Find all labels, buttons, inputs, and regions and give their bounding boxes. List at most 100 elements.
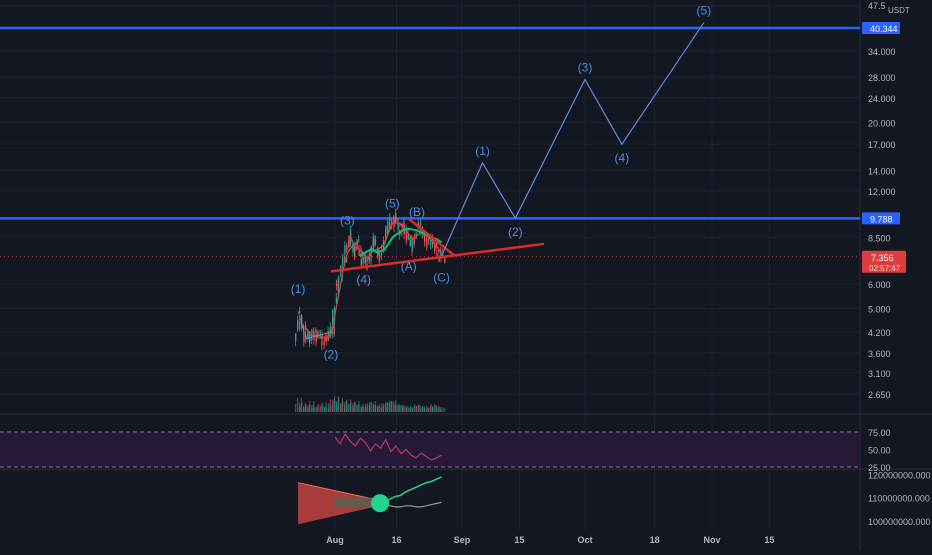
support-trendline[interactable] xyxy=(330,242,545,273)
price-tick-label: 24.000 xyxy=(868,94,896,104)
cumulative-tick-label: 110000000.000 xyxy=(868,494,930,504)
candle-body xyxy=(389,222,391,229)
candle-body xyxy=(331,331,334,334)
candle-body xyxy=(426,242,428,248)
candle-body xyxy=(405,234,408,242)
candle-body xyxy=(342,257,344,265)
volume-bar xyxy=(307,405,309,412)
wave-label: (1) xyxy=(475,144,490,158)
candle-body xyxy=(362,256,364,264)
candle-body xyxy=(378,254,381,257)
wave-label: (3) xyxy=(578,61,593,75)
volume-bar xyxy=(356,405,358,412)
volume-bar xyxy=(372,405,375,412)
price-tick-label: 5.000 xyxy=(868,305,891,315)
candle-body xyxy=(368,253,371,255)
volume-bar xyxy=(362,406,364,412)
candle-body xyxy=(389,217,391,221)
volume-bar xyxy=(444,408,446,412)
projection-path[interactable] xyxy=(441,22,705,257)
candle-body xyxy=(428,239,430,241)
candle-body xyxy=(346,245,348,251)
volume-bar xyxy=(399,405,401,412)
wave-label: (5) xyxy=(697,4,712,18)
volume-bar xyxy=(329,399,332,412)
wave-label: (5) xyxy=(385,196,400,210)
cumulative-tick-label: 100000000.000 xyxy=(868,517,931,527)
candle-body xyxy=(307,333,309,339)
wave-label: (2) xyxy=(324,347,339,361)
candle-body xyxy=(383,240,385,249)
candle-body xyxy=(424,231,426,243)
candle-body xyxy=(303,326,305,331)
time-tick-label: Nov xyxy=(704,535,721,545)
wave-label: (4) xyxy=(356,272,371,286)
candle-body xyxy=(344,245,346,255)
volume-bar xyxy=(442,407,444,412)
time-tick-label: 15 xyxy=(764,535,774,545)
volume-bar xyxy=(368,402,371,412)
level-badge[interactable] xyxy=(862,22,900,35)
rsi-band xyxy=(0,432,860,467)
volume-bar xyxy=(327,403,330,412)
volume-bar xyxy=(354,401,356,412)
cumulative-green-line xyxy=(379,476,442,505)
volume-bar xyxy=(299,406,301,412)
volume-bar xyxy=(401,405,403,412)
volume-bar xyxy=(393,404,395,412)
wave-label: (B) xyxy=(409,205,425,219)
volume-bar xyxy=(350,402,352,412)
current-price-badge[interactable] xyxy=(862,250,906,273)
wave-label: (3) xyxy=(340,214,355,228)
volume-bar xyxy=(336,401,338,412)
volume-bar xyxy=(378,406,381,412)
volume-bar xyxy=(389,400,391,412)
candle-body xyxy=(337,279,340,283)
volume-bar xyxy=(430,404,432,412)
candle-body xyxy=(321,341,323,345)
candle-body xyxy=(409,237,412,246)
volume-bar xyxy=(364,403,366,412)
cumulative-marker[interactable] xyxy=(371,494,390,513)
candle-body xyxy=(323,338,326,341)
volume-bar xyxy=(415,405,418,412)
candle-body xyxy=(360,259,362,266)
volume-bar xyxy=(419,407,422,412)
candle-body xyxy=(329,326,332,337)
volume-bar xyxy=(397,404,399,412)
candle-body xyxy=(336,284,338,287)
candle-body xyxy=(303,335,305,343)
volume-bar xyxy=(381,403,383,412)
volume-bar xyxy=(325,405,327,412)
volume-bar xyxy=(409,405,412,412)
candle-body xyxy=(298,322,301,330)
volume-bar xyxy=(411,407,413,412)
rsi-tick-label: 75.00 xyxy=(868,428,891,438)
volume-bar xyxy=(337,397,340,412)
resistance-trendline[interactable] xyxy=(407,217,455,257)
volume-bar xyxy=(311,408,313,412)
wave-label: (4) xyxy=(615,151,630,165)
wave-label: (1) xyxy=(291,282,306,296)
candle-body xyxy=(397,223,399,230)
rsi-line xyxy=(334,432,442,461)
level-badge[interactable] xyxy=(862,212,900,225)
price-tick-label: 6.000 xyxy=(868,280,891,290)
candle-body xyxy=(440,252,442,259)
volume-bar xyxy=(424,408,426,412)
volume-bar xyxy=(387,402,389,412)
candle-body xyxy=(309,331,311,341)
level-badge-text: 9.788 xyxy=(870,214,893,224)
volume-bar xyxy=(342,401,344,412)
volume-bar xyxy=(428,407,430,412)
wave-label: (C) xyxy=(433,270,450,284)
volume-bar xyxy=(434,405,436,412)
volume-bar xyxy=(303,407,305,412)
candle-body xyxy=(358,248,360,256)
candle-body xyxy=(438,255,440,262)
candle-body xyxy=(399,224,401,226)
candle-body xyxy=(393,216,395,218)
volume-bar xyxy=(358,404,360,412)
candle-body xyxy=(432,238,434,244)
